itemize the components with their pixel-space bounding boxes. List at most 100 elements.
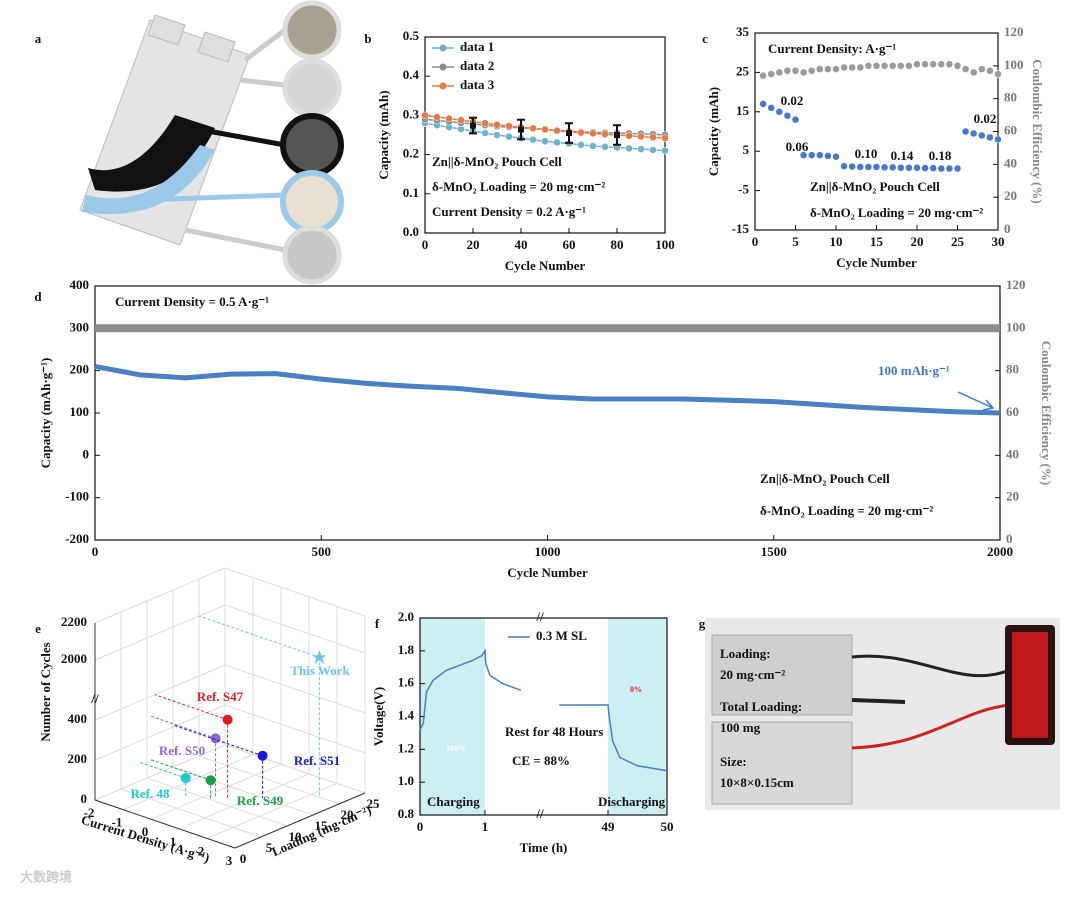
data-point — [953, 62, 962, 70]
data-point — [816, 151, 824, 159]
data-point — [856, 63, 865, 72]
series-line — [419, 648, 668, 772]
panel-label: e — [35, 621, 41, 636]
drop-line — [148, 758, 211, 781]
data-point — [799, 68, 808, 77]
data-point — [529, 135, 537, 144]
data-point — [969, 129, 978, 138]
point-label: This Work — [290, 663, 350, 678]
z-tick-label: 400 — [68, 711, 88, 726]
axis-break: // — [90, 691, 99, 706]
grid-line — [224, 604, 366, 654]
data-point — [880, 163, 889, 172]
x-tick-label: 0 — [92, 544, 99, 559]
battery-illustration — [79, 0, 344, 285]
grid-line — [120, 788, 262, 838]
grid-line — [178, 773, 310, 830]
y-tick-label: 5 — [743, 142, 750, 157]
y2-axis-label: Coulombic Efficiency (%) — [1030, 59, 1045, 203]
drop-line — [150, 715, 216, 739]
x-tick-label: 60 — [563, 237, 576, 252]
data-point — [625, 132, 633, 140]
shaded-region — [420, 618, 485, 815]
y-tick-label: 400 — [70, 277, 90, 292]
panel-label: g — [699, 616, 706, 631]
grid-line — [94, 704, 226, 761]
y-tick-label: 0.4 — [403, 67, 420, 82]
y-tick-label: -5 — [738, 182, 749, 197]
data-point — [888, 62, 897, 70]
y-tick-label: 35 — [736, 24, 750, 39]
panel-label: f — [375, 616, 380, 631]
grid-line — [198, 755, 340, 805]
legend-marker — [439, 44, 447, 52]
x-tick-label: -2 — [84, 805, 95, 820]
rate-label: 0.02 — [974, 111, 997, 126]
rate-label: 0.02 — [781, 93, 804, 108]
y-axis-label: Capacity (mAh) — [706, 87, 721, 176]
x-tick-label: 50 — [661, 819, 674, 834]
data-point — [312, 650, 327, 665]
data-point — [783, 67, 792, 75]
x-tick-label: 30 — [992, 234, 1005, 249]
y2-tick-label: 80 — [1006, 362, 1019, 377]
data-point — [493, 131, 501, 139]
annotation: δ-MnO₂ Loading = 20 mg·cm⁻² — [432, 179, 605, 194]
y2-tick-label: 80 — [1004, 90, 1017, 105]
legend-label: data 3 — [460, 77, 495, 92]
data-point — [807, 67, 816, 75]
legend-marker — [439, 63, 447, 71]
annotation: 0% — [630, 685, 642, 694]
data-point — [978, 65, 986, 73]
annotation: δ-MnO₂ Loading = 20 mg·cm⁻² — [760, 503, 933, 518]
y-tick-label: 0.5 — [403, 28, 420, 43]
grid-line — [94, 567, 226, 624]
point-label: Ref. S51 — [294, 753, 340, 768]
y-tick-label: 15 — [315, 818, 329, 833]
data-point — [897, 163, 905, 172]
x-tick-label: 5 — [792, 234, 799, 249]
data-point — [872, 163, 881, 171]
watermark: 大数跨境 — [20, 870, 72, 886]
data-point — [541, 125, 549, 134]
z-tick-label: 2200 — [61, 614, 87, 629]
grid-line — [224, 704, 366, 754]
x-tick-label: 0 — [752, 234, 759, 249]
data-point — [205, 775, 216, 786]
data-point — [969, 68, 978, 77]
annotation: Zn||δ-MnO₂ Pouch Cell — [760, 471, 890, 486]
point-label: Ref. S50 — [159, 743, 205, 758]
point-label: Ref. 48 — [131, 786, 170, 801]
data-point — [953, 164, 962, 173]
y2-tick-label: 40 — [1006, 446, 1019, 461]
point-label: Ref. S47 — [197, 689, 244, 704]
z-tick-label: 200 — [68, 751, 88, 766]
data-point — [589, 129, 597, 138]
y-tick-label: -100 — [65, 489, 89, 504]
y2-tick-label: 20 — [1006, 489, 1019, 504]
data-point — [457, 116, 465, 124]
legend-label: 0.3 M SL — [536, 628, 587, 643]
grid-line — [94, 664, 226, 721]
data-point — [913, 60, 921, 68]
grid-line — [146, 777, 288, 827]
data-point — [913, 163, 921, 172]
y-tick-label: 0.2 — [403, 146, 419, 161]
data-point — [937, 164, 946, 173]
legend-label: data 1 — [460, 39, 494, 54]
data-point — [816, 65, 824, 73]
y-tick-label: 1.8 — [398, 642, 415, 657]
data-point — [637, 145, 645, 153]
data-point — [848, 162, 856, 171]
data-point — [961, 127, 970, 136]
data-point — [848, 63, 856, 72]
data-point — [978, 131, 986, 140]
data-point — [791, 115, 800, 124]
data-point — [445, 114, 453, 123]
data-point — [257, 750, 268, 761]
data-point — [553, 138, 561, 147]
grid-line — [94, 744, 226, 801]
data-point — [775, 108, 784, 116]
x-tick-label: 15 — [870, 234, 884, 249]
